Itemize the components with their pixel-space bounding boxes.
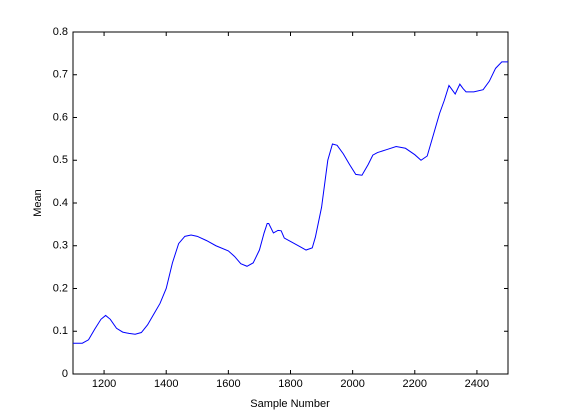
y-tick-label: 0.1 — [53, 325, 68, 337]
x-tick-label: 1400 — [154, 378, 178, 390]
y-tick-label: 0.4 — [53, 197, 68, 209]
x-axis-label: Sample Number — [250, 398, 330, 410]
y-tick-label: 0.5 — [53, 154, 68, 166]
x-tick-label: 1600 — [216, 378, 240, 390]
y-tick-label: 0.6 — [53, 111, 68, 123]
x-tick-label: 2200 — [403, 378, 427, 390]
plot-area — [72, 31, 509, 375]
x-tick-label: 2000 — [340, 378, 364, 390]
x-tick-label: 1200 — [92, 378, 116, 390]
y-tick-label: 0.8 — [53, 26, 68, 38]
x-tick-label: 1800 — [278, 378, 302, 390]
y-axis-label: Mean — [32, 189, 44, 217]
y-tick-label: 0.2 — [53, 282, 68, 294]
x-tick-label: 2400 — [465, 378, 489, 390]
y-tick-label: 0 — [62, 368, 68, 380]
y-tick-label: 0.7 — [53, 69, 68, 81]
y-tick-label: 0.3 — [53, 240, 68, 252]
data-line — [73, 61, 508, 344]
